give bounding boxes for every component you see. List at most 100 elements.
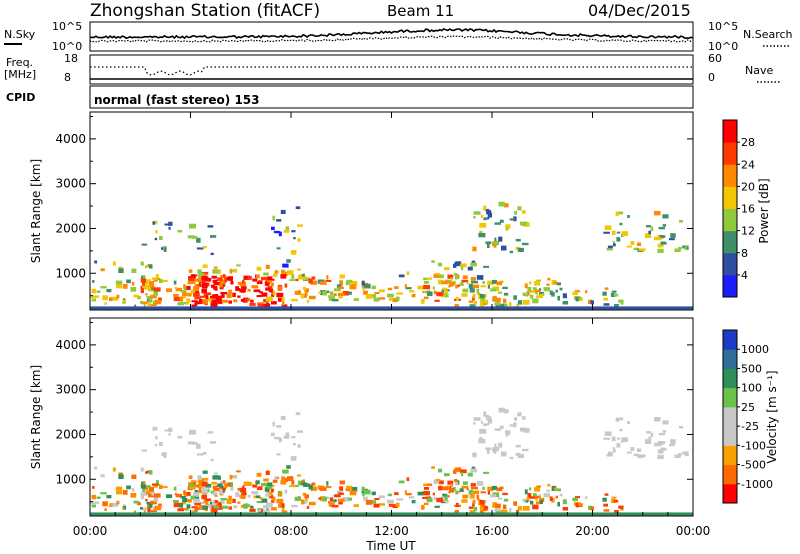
noise-sky-label: N.Sky: [4, 28, 36, 41]
power-colorbar-label: 28: [741, 136, 755, 149]
velocity-cell: [240, 504, 244, 508]
power-cell: [194, 296, 201, 300]
power-cell: [435, 272, 441, 276]
power-cell: [395, 296, 400, 301]
power-cell: [378, 289, 385, 293]
power-cell: [338, 294, 343, 299]
power-cell: [148, 287, 155, 292]
power-cell: [503, 298, 507, 304]
velocity-cell: [198, 486, 201, 491]
power-cell: [173, 280, 177, 285]
velocity-cell: [453, 470, 457, 474]
freq-tick-top: 18: [64, 52, 78, 65]
velocity-cell: [607, 451, 613, 455]
velocity-cell: [331, 505, 339, 508]
velocity-cell: [450, 483, 453, 488]
power-cell: [517, 247, 524, 252]
power-cell: [612, 241, 615, 244]
power-cell: [159, 278, 163, 283]
velocity-cell: [193, 498, 200, 503]
power-cell: [517, 300, 523, 305]
velocity-cell: [212, 491, 218, 496]
power-cell: [143, 275, 146, 279]
velocity-cell: [159, 484, 163, 489]
velocity-cell: [228, 506, 232, 510]
power-cell: [543, 287, 550, 292]
power-cell: [467, 266, 473, 271]
velocity-cell: [259, 497, 263, 500]
power-cell: [96, 290, 101, 293]
velocity-panel: 1000 2000 3000 4000 Slant Range [km] 1000 50…: [29, 317, 779, 517]
velocity-cell: [621, 437, 629, 442]
power-cell: [438, 279, 443, 285]
power-cell: [158, 297, 162, 302]
power-cell: [460, 263, 467, 268]
power-cell: [258, 303, 264, 309]
velocity-cell: [150, 510, 156, 513]
velocity-cell: [197, 490, 204, 494]
power-cell: [633, 247, 639, 251]
velocity-cell: [483, 423, 488, 427]
power-cell: [232, 292, 236, 297]
power-cell: [213, 266, 218, 269]
power-cell: [674, 248, 681, 252]
velocity-cell: [194, 484, 199, 488]
power-cell: [483, 217, 488, 221]
power-cell: [363, 283, 371, 289]
velocity-cell: [484, 505, 488, 510]
power-cell: [417, 285, 424, 290]
velocity-cell: [363, 489, 371, 495]
velocity-cell: [224, 483, 228, 489]
x-tick-label-4: 16:00: [475, 524, 510, 538]
velocity-cell: [553, 487, 558, 490]
velocity-cell: [166, 494, 173, 499]
power-cell: [253, 289, 258, 293]
power-cell: [371, 294, 377, 298]
velocity-cell: [154, 493, 161, 498]
velocity-cell: [144, 485, 151, 488]
velocity-cell: [422, 496, 429, 499]
velocity-cell: [272, 479, 278, 483]
velocity-cell: [134, 510, 137, 513]
velocity-cell: [140, 491, 143, 496]
velocity-cell: [271, 500, 275, 503]
velocity-cell: [173, 500, 179, 503]
velocity-cell: [310, 486, 317, 491]
velocity-cell: [210, 458, 214, 462]
velocity-cell: [648, 436, 651, 441]
power-cell: [142, 280, 146, 286]
velocity-cell: [106, 495, 112, 499]
velocity-cell: [502, 492, 508, 496]
power-cell: [256, 274, 260, 279]
power-cell: [297, 238, 301, 242]
power-cell: [180, 290, 186, 293]
power-cell: [174, 286, 177, 290]
power-cell: [152, 220, 158, 225]
power-cell: [243, 275, 251, 280]
velocity-cell: [562, 499, 567, 505]
velocity-cell: [266, 486, 273, 489]
velocity-cell: [409, 496, 415, 499]
velocity-cell: [137, 502, 141, 506]
power-cell: [249, 302, 256, 306]
velocity-cell: [482, 486, 485, 490]
power-cell: [308, 278, 313, 284]
velocity-cell: [268, 494, 274, 499]
velocity-cell: [485, 447, 492, 451]
velocity-cell: [662, 430, 667, 433]
velocity-cell: [235, 494, 241, 497]
power-cell: [441, 280, 449, 285]
power-cell: [236, 264, 241, 267]
power-cell: [517, 206, 522, 211]
velocity-cell: [446, 495, 450, 498]
velocity-cell: [439, 480, 444, 485]
velocity-cell: [467, 472, 473, 477]
velocity-cell: [328, 502, 335, 507]
velocity-cell: [252, 484, 258, 488]
power-cell: [484, 299, 488, 304]
power-cell: [662, 214, 669, 219]
power-cell: [144, 280, 149, 285]
power-cell: [197, 284, 204, 288]
velocity-cell: [606, 453, 613, 457]
power-cell: [212, 303, 218, 307]
